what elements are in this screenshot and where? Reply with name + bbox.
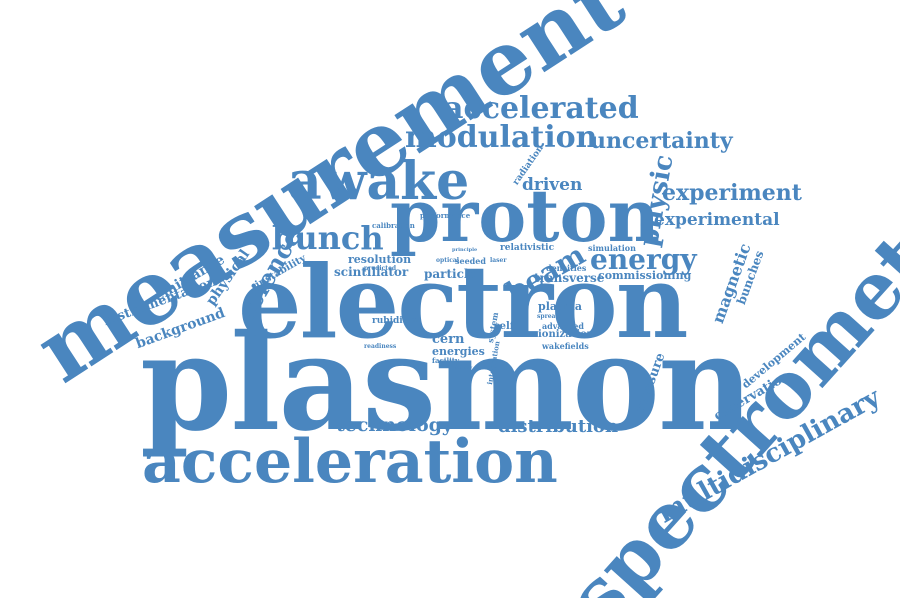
word-acceleration: acceleration — [142, 427, 558, 497]
word-experimental: experimental — [654, 210, 780, 230]
word-spread: spread — [537, 313, 560, 320]
word-awake: awake — [288, 151, 470, 212]
word-scintillator: scintillator — [334, 265, 409, 279]
word-relativistic: relativistic — [500, 243, 555, 253]
word-bunch: bunch — [272, 219, 384, 257]
word-wakefields: wakefields — [542, 341, 589, 351]
word-simulation: simulation — [588, 243, 636, 253]
word-plasma: plasma — [538, 300, 582, 313]
word-technology: technology — [336, 414, 453, 436]
word-accelerated: accelerated — [444, 91, 639, 126]
word-predicted: predicted — [364, 265, 397, 272]
word-advanced: advanced — [542, 321, 584, 331]
word-laser: laser — [490, 257, 507, 264]
word-electron: electron — [238, 243, 688, 361]
word-uncertainty: uncertainty — [590, 128, 733, 154]
word-commissioning: commissioning — [598, 269, 692, 282]
word-transverse: transverse — [534, 271, 605, 285]
word-physic: physic — [634, 152, 680, 249]
word-performance: performance — [420, 211, 471, 220]
word-density: density — [452, 365, 473, 371]
word-modulation: modulation — [405, 120, 598, 155]
word-principle: principle — [452, 247, 478, 253]
word-energy: energy — [590, 243, 697, 276]
word-particle: particle — [424, 267, 477, 281]
word-experiment: experiment — [662, 180, 802, 206]
word-distribution: distribution — [498, 416, 619, 437]
word-driven: driven — [522, 175, 583, 195]
word-facility: facility — [432, 356, 460, 365]
word-cern: cern — [432, 332, 465, 347]
word-optical: optical — [436, 257, 460, 264]
word-calibration: calibration — [372, 221, 415, 230]
word-self: self — [494, 321, 515, 332]
word-resolution: resolution — [348, 253, 412, 266]
word-densities: densities — [546, 263, 587, 273]
word-ionization: ionization — [538, 329, 595, 340]
word-seeded: seeded — [455, 256, 486, 266]
word-rubidium: rubidium — [372, 316, 419, 326]
word-energies: energies — [432, 345, 485, 358]
word-readiness: readiness — [364, 343, 397, 350]
word-proton: proton — [390, 173, 660, 258]
word-plasmon: plasmon — [140, 306, 754, 461]
